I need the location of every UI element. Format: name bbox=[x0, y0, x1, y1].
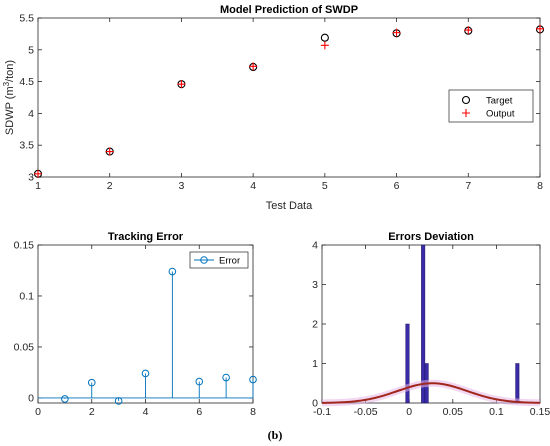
y-tick-label: 0 bbox=[312, 398, 318, 410]
x-tick-label: 0 bbox=[406, 406, 412, 418]
legend-box bbox=[448, 89, 534, 123]
output-point bbox=[34, 169, 42, 178]
y-tick-label: 1 bbox=[312, 358, 318, 370]
y-tick-label: 3.5 bbox=[19, 140, 34, 152]
figure-caption: (b) bbox=[268, 428, 283, 442]
histogram-bar bbox=[515, 363, 520, 404]
x-tick-label: 5 bbox=[322, 180, 328, 192]
y-tick-label: 4.5 bbox=[19, 76, 34, 88]
x-tick-label: 8 bbox=[250, 406, 256, 418]
legend-box bbox=[189, 251, 249, 269]
x-tick-label: -0.1 bbox=[313, 406, 331, 418]
y-tick-label: 5 bbox=[28, 44, 34, 56]
legend-output-label: Output bbox=[486, 109, 515, 120]
y-tick-label: 0.1 bbox=[19, 290, 34, 302]
x-tick-label: 1 bbox=[35, 180, 41, 192]
x-tick-label: 2 bbox=[89, 406, 95, 418]
chart-1-title: Model Prediction of SWDP bbox=[220, 4, 358, 16]
x-tick-label: 4 bbox=[143, 406, 149, 418]
y-tick-label: 5.5 bbox=[19, 13, 34, 25]
x-tick-label: 2 bbox=[107, 180, 113, 192]
legend-error-marker bbox=[200, 256, 208, 264]
y-tick-label: 4 bbox=[28, 108, 34, 120]
x-tick-label: 3 bbox=[179, 180, 185, 192]
stem-point bbox=[141, 369, 150, 378]
stem-point bbox=[249, 375, 257, 384]
y-tick-label: 2 bbox=[312, 319, 318, 331]
output-point bbox=[320, 41, 329, 50]
legend-error-label: Error bbox=[219, 256, 240, 267]
chart-2-legend: Error bbox=[189, 251, 249, 269]
stem-point bbox=[168, 267, 177, 276]
output-point bbox=[392, 28, 401, 37]
x-tick-label: 0.1 bbox=[489, 406, 504, 418]
chart-2-title: Tracking Error bbox=[108, 231, 184, 243]
stem-point bbox=[195, 377, 204, 386]
stem-point bbox=[61, 395, 69, 403]
target-point bbox=[320, 33, 329, 42]
chart-3-title: Errors Deviation bbox=[388, 231, 474, 243]
output-point bbox=[249, 62, 258, 71]
output-point bbox=[177, 80, 186, 89]
y-tick-label: 0 bbox=[28, 392, 34, 404]
y-tick-label: 3 bbox=[28, 172, 34, 184]
histogram-bar bbox=[421, 244, 426, 404]
output-point bbox=[464, 26, 473, 35]
x-tick-label: -0.05 bbox=[354, 406, 378, 418]
y-axis-label: SDWP (m3/ton) bbox=[2, 60, 17, 135]
x-tick-label: 0 bbox=[35, 406, 41, 418]
x-tick-label: 8 bbox=[537, 180, 543, 192]
x-tick-label: 6 bbox=[196, 406, 202, 418]
stem-point bbox=[114, 397, 123, 405]
output-point bbox=[536, 24, 544, 33]
histogram-bar bbox=[405, 323, 410, 404]
x-tick-label: 0.05 bbox=[443, 406, 464, 418]
chart-1-legend: Target Output bbox=[448, 89, 534, 123]
x-tick-label: 0.15 bbox=[530, 406, 550, 418]
stem-point bbox=[222, 373, 230, 382]
chart-3-axes: -0.1 -0.05 0 0.05 0.1 0.15 0 1 2 3 4 Errors Deviati… bbox=[312, 231, 550, 418]
x-tick-label: 7 bbox=[465, 180, 471, 192]
legend-target-marker bbox=[461, 95, 471, 105]
y-tick-label: 0.05 bbox=[14, 341, 35, 353]
y-tick-label: 3 bbox=[312, 279, 318, 291]
fit-curve bbox=[321, 382, 541, 404]
x-tick-label: 4 bbox=[250, 180, 256, 192]
stem-point bbox=[87, 378, 96, 387]
x-tick-label: 6 bbox=[394, 180, 400, 192]
legend-output-marker bbox=[462, 109, 470, 117]
x-axis-label: Test Data bbox=[266, 200, 313, 212]
output-point bbox=[105, 147, 114, 156]
chart-3-plot-area bbox=[321, 244, 541, 404]
y-tick-label: 4 bbox=[312, 240, 318, 252]
legend-target-label: Target bbox=[486, 96, 513, 107]
y-tick-label: 0.15 bbox=[14, 240, 35, 252]
